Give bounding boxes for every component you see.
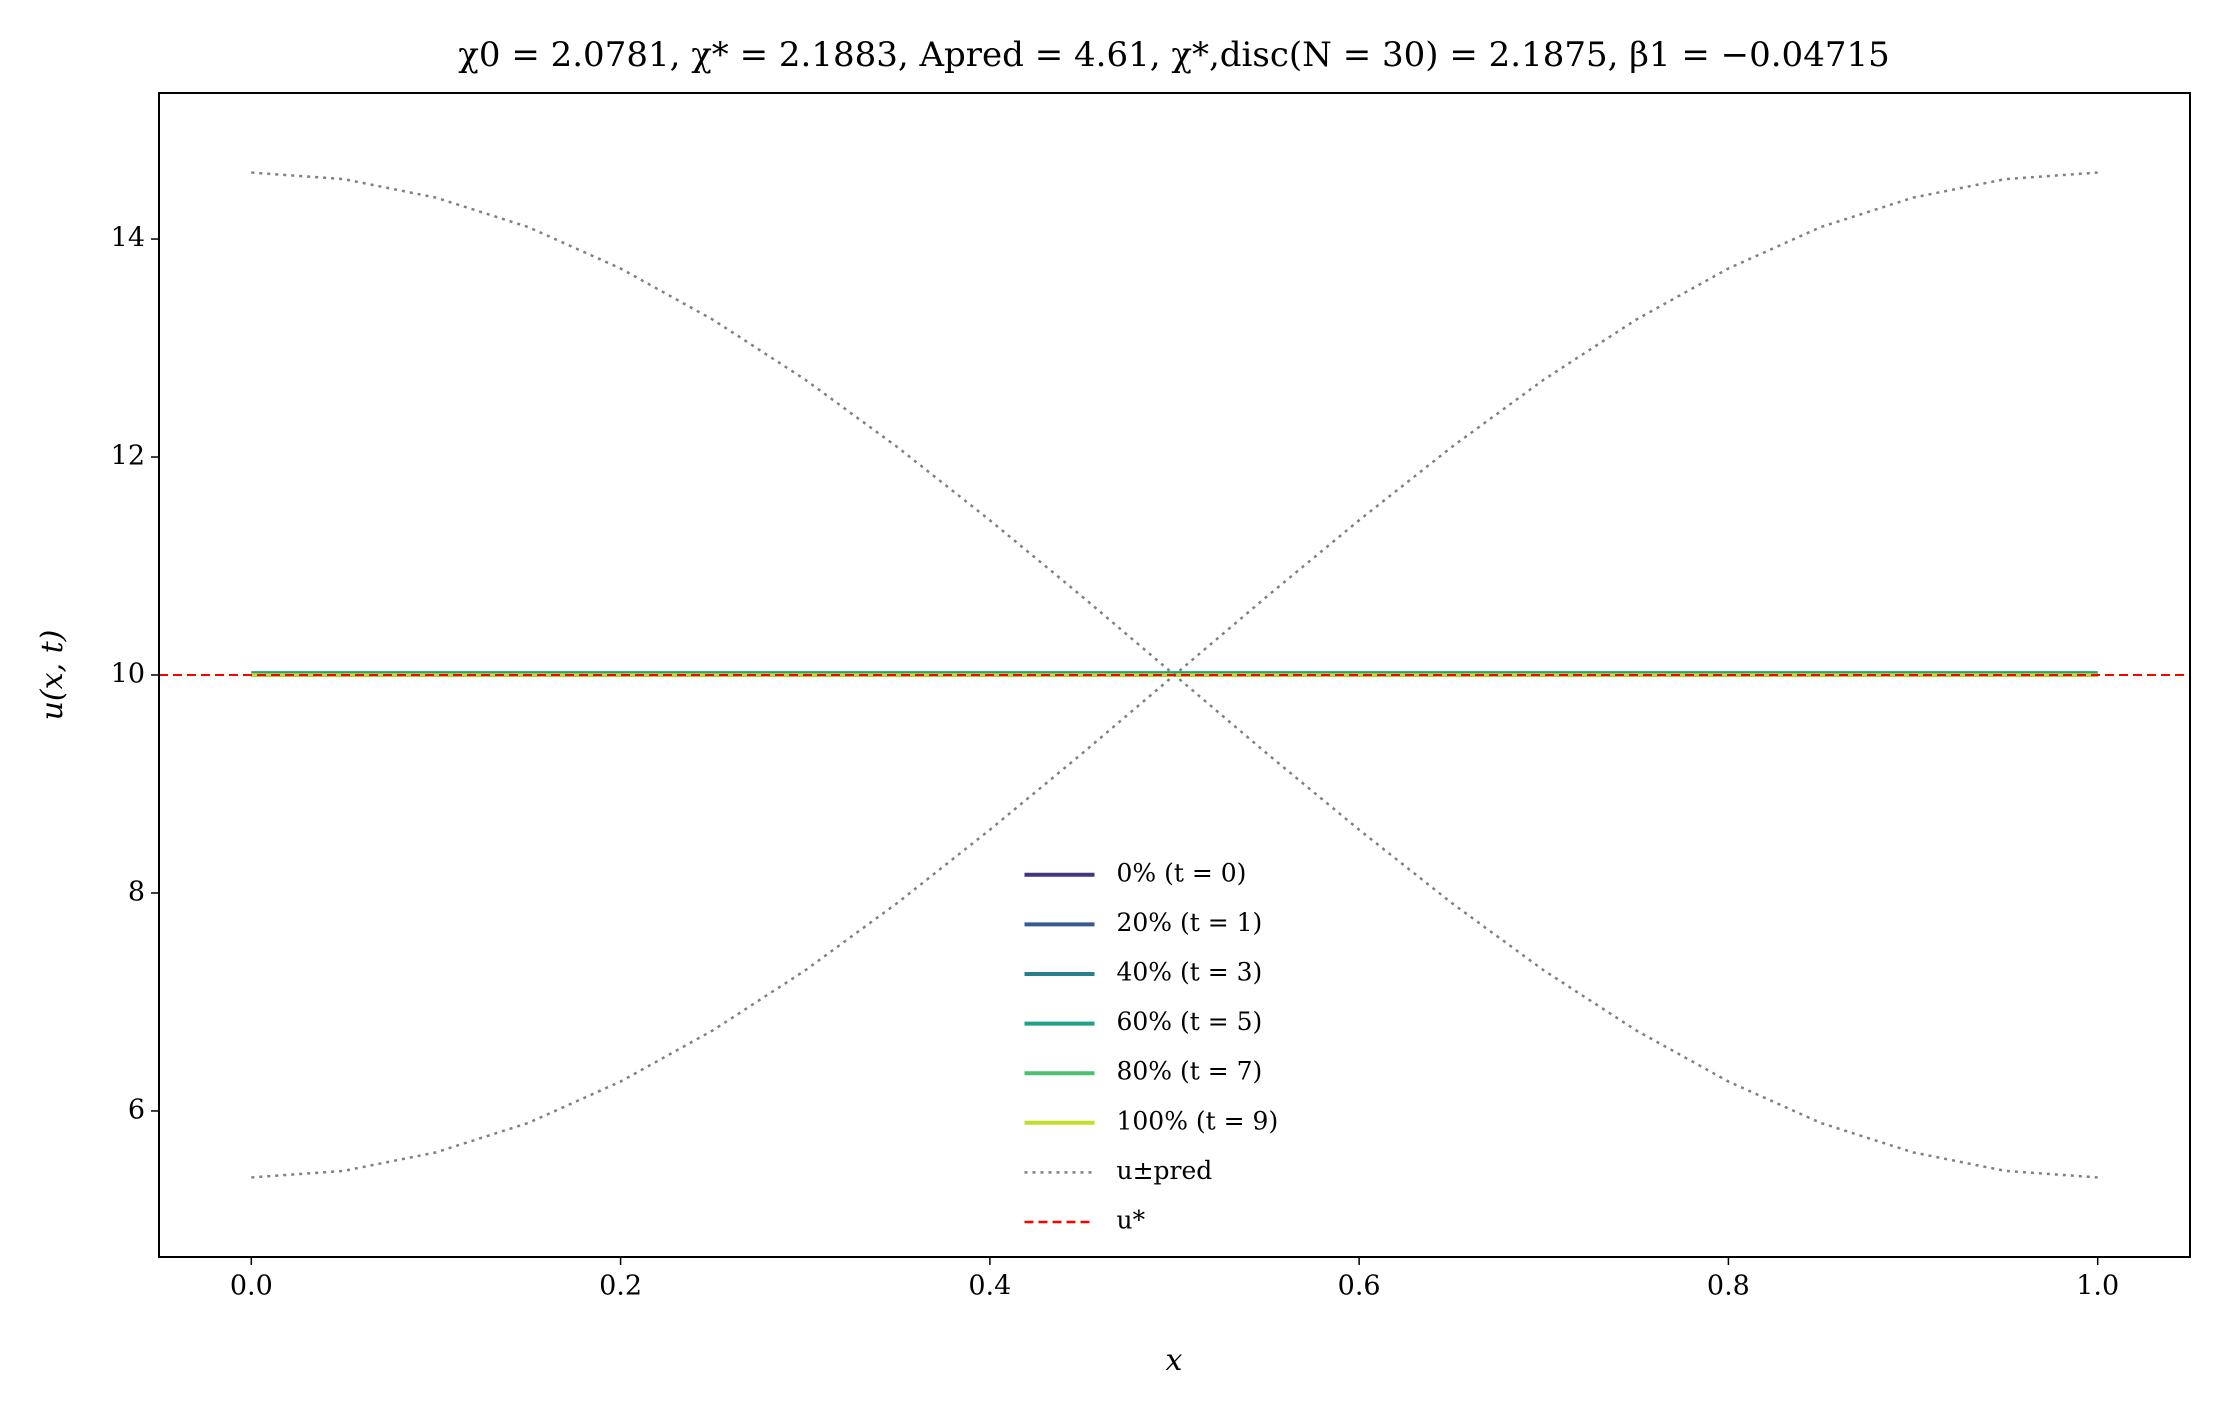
y-axis-label: u(x, t): [35, 630, 70, 721]
legend-label: u±pred: [1117, 1156, 1213, 1185]
legend-label: 40% (t = 3): [1117, 958, 1263, 987]
legend-label: 20% (t = 1): [1117, 908, 1263, 937]
chart-title: χ0 = 2.0781, χ* = 2.1883, Apred = 4.61, …: [458, 35, 1889, 75]
legend-label: 0% (t = 0): [1117, 858, 1247, 887]
legend-label: 100% (t = 9): [1117, 1106, 1279, 1135]
y-tick-label: 8: [128, 876, 145, 907]
x-tick-label: 1.0: [2076, 1271, 2119, 1302]
x-tick-label: 0.6: [1338, 1271, 1381, 1302]
y-tick-label: 14: [111, 223, 145, 254]
legend-label: 60% (t = 5): [1117, 1007, 1263, 1036]
x-tick-label: 0.0: [230, 1271, 273, 1302]
y-tick-label: 12: [111, 441, 145, 472]
legend-label: u*: [1117, 1206, 1146, 1235]
x-tick-label: 0.4: [968, 1271, 1011, 1302]
x-tick-label: 0.8: [1707, 1271, 1750, 1302]
y-tick-label: 6: [128, 1094, 145, 1125]
x-tick-label: 0.2: [599, 1271, 642, 1302]
plot-frame: [158, 92, 2191, 1258]
x-axis-label: x: [1166, 1343, 1183, 1378]
y-tick-label: 10: [111, 659, 145, 690]
legend-label: 80% (t = 7): [1117, 1057, 1263, 1086]
